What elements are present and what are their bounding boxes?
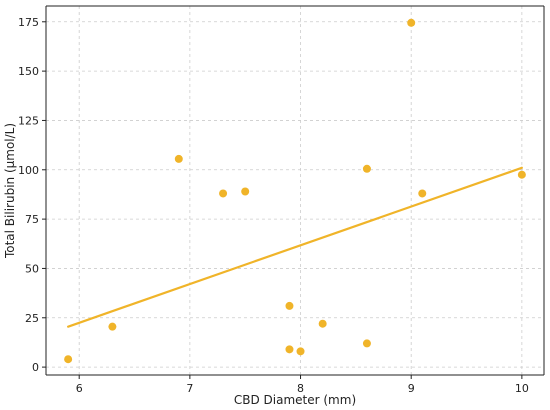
data-point xyxy=(285,301,294,310)
y-tick-label: 25 xyxy=(25,312,39,325)
data-point xyxy=(285,345,294,354)
trend-line-group xyxy=(67,166,523,328)
data-point xyxy=(418,189,427,198)
data-point xyxy=(517,170,526,179)
y-tick-label: 0 xyxy=(32,361,39,374)
y-tick-label: 50 xyxy=(25,262,39,275)
x-tick-label: 8 xyxy=(297,382,304,395)
data-point xyxy=(318,319,327,328)
data-point xyxy=(64,355,73,364)
x-tick-label: 10 xyxy=(515,382,529,395)
data-point xyxy=(219,189,228,198)
y-tick-label: 125 xyxy=(18,114,39,127)
trend-line xyxy=(67,166,523,328)
axes xyxy=(45,5,545,376)
data-point xyxy=(108,322,117,331)
x-axis-title: CBD Diameter (mm) xyxy=(234,393,356,407)
data-point xyxy=(174,154,183,163)
data-point xyxy=(362,164,371,173)
y-tick-label: 100 xyxy=(18,164,39,177)
data-point xyxy=(407,18,416,27)
data-points xyxy=(64,18,526,364)
data-point xyxy=(362,339,371,348)
grid-lines xyxy=(46,6,544,375)
data-point xyxy=(241,187,250,196)
data-point xyxy=(296,347,305,356)
x-tick-label: 6 xyxy=(76,382,83,395)
x-tick-label: 7 xyxy=(186,382,193,395)
y-tick-label: 175 xyxy=(18,16,39,29)
x-tick-label: 9 xyxy=(408,382,415,395)
y-tick-label: 150 xyxy=(18,65,39,78)
y-tick-label: 75 xyxy=(25,213,39,226)
y-axis-title: Total Bilirubin (μmol/L) xyxy=(3,123,17,259)
